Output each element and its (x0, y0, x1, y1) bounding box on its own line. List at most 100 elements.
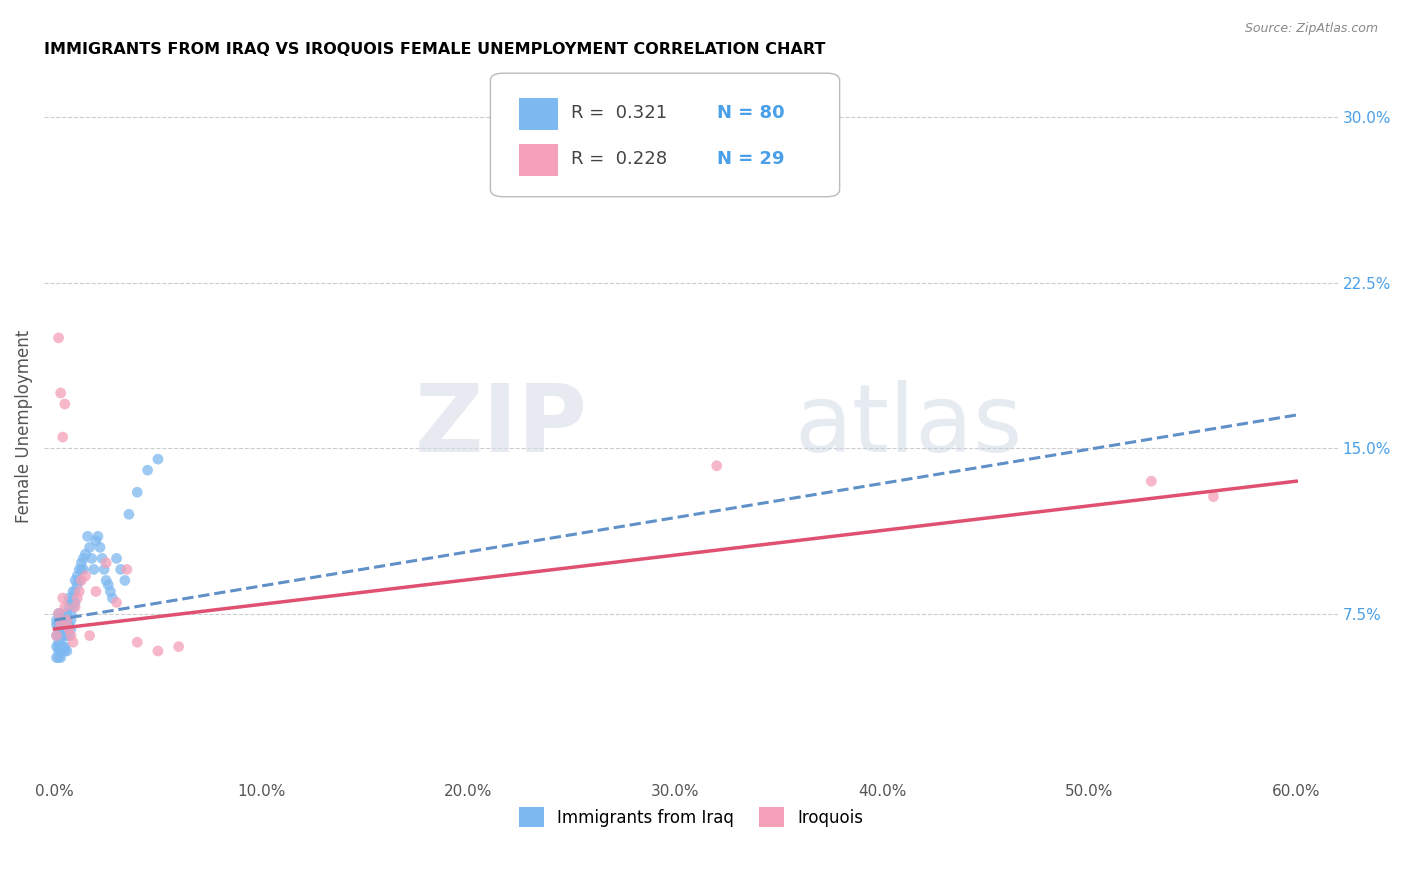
Text: R =  0.228: R = 0.228 (571, 150, 666, 169)
Point (49, 613, 72, 627)
Text: R =  0.321: R = 0.321 (571, 104, 666, 122)
Point (45, 640, 67, 654)
Point (49, 617, 72, 632)
Point (79, 629, 101, 643)
Text: N = 29: N = 29 (717, 150, 785, 169)
Text: atlas: atlas (794, 380, 1022, 472)
Point (52, 591, 75, 605)
Point (45, 650, 67, 665)
Text: N = 80: N = 80 (717, 104, 785, 122)
Point (60, 622, 83, 636)
Legend: Immigrants from Iraq, Iroquois: Immigrants from Iraq, Iroquois (512, 800, 870, 834)
Point (146, 644, 169, 658)
Point (83, 562, 105, 576)
Point (80, 551, 103, 566)
Point (118, 508, 141, 522)
Point (53, 397, 76, 411)
Point (93, 562, 115, 576)
Point (52, 430, 75, 444)
Point (72, 562, 94, 576)
Point (66, 591, 89, 605)
Point (127, 635, 149, 649)
Point (49, 640, 72, 654)
Text: ZIP: ZIP (415, 380, 588, 472)
Point (91, 551, 114, 566)
Point (79, 541, 101, 555)
Point (136, 463, 159, 477)
Point (70, 574, 93, 588)
Point (49, 650, 72, 665)
Point (76, 529, 98, 543)
FancyBboxPatch shape (519, 144, 558, 176)
Point (66, 578, 89, 592)
Point (52, 629, 75, 643)
Y-axis label: Female Unemployment: Female Unemployment (15, 329, 32, 523)
Point (63, 584, 86, 599)
Point (58, 622, 80, 636)
Point (66, 569, 89, 583)
Point (49, 386, 72, 401)
Point (52, 640, 75, 654)
Point (48, 650, 70, 665)
Point (48, 617, 70, 632)
Point (58, 617, 80, 632)
Point (53, 640, 76, 654)
Point (53, 629, 76, 643)
Point (48, 644, 70, 658)
Point (127, 485, 149, 500)
Text: IMMIGRANTS FROM IRAQ VS IROQUOIS FEMALE UNEMPLOYMENT CORRELATION CHART: IMMIGRANTS FROM IRAQ VS IROQUOIS FEMALE … (44, 42, 825, 57)
Point (70, 562, 93, 576)
Point (53, 617, 76, 632)
Point (84, 584, 107, 599)
Point (110, 562, 132, 576)
Point (1140, 474, 1163, 488)
Point (62, 599, 84, 614)
Point (62, 591, 84, 605)
Point (60, 595, 83, 609)
Point (72, 551, 94, 566)
Point (56, 622, 79, 636)
Point (52, 613, 75, 627)
Point (60, 629, 83, 643)
Point (67, 562, 90, 576)
Point (48, 622, 70, 636)
Point (67, 574, 90, 588)
Point (70, 556, 93, 570)
Point (115, 562, 138, 576)
Point (89, 541, 111, 555)
Point (97, 578, 120, 592)
Point (45, 629, 67, 643)
Point (62, 584, 84, 599)
Text: Source: ZipAtlas.com: Source: ZipAtlas.com (1244, 22, 1378, 36)
Point (56, 644, 79, 658)
Point (49, 622, 72, 636)
Point (48, 635, 70, 649)
Point (96, 574, 118, 588)
Point (49, 644, 72, 658)
Point (105, 551, 128, 566)
Point (105, 595, 128, 609)
Point (45, 617, 67, 632)
Point (56, 607, 79, 621)
Point (60, 613, 83, 627)
Point (58, 591, 80, 605)
Point (75, 547, 97, 561)
Point (96, 556, 118, 570)
Point (48, 607, 70, 621)
Point (60, 607, 83, 621)
Point (53, 622, 76, 636)
Point (49, 629, 72, 643)
Point (56, 629, 79, 643)
Point (98, 584, 121, 599)
Point (146, 452, 169, 467)
Point (52, 644, 75, 658)
Point (45, 613, 67, 627)
Point (53, 613, 76, 627)
Point (56, 613, 79, 627)
Point (84, 533, 107, 548)
Point (62, 635, 84, 649)
Point (706, 458, 728, 473)
Point (48, 607, 70, 621)
Point (48, 640, 70, 654)
Point (63, 574, 86, 588)
